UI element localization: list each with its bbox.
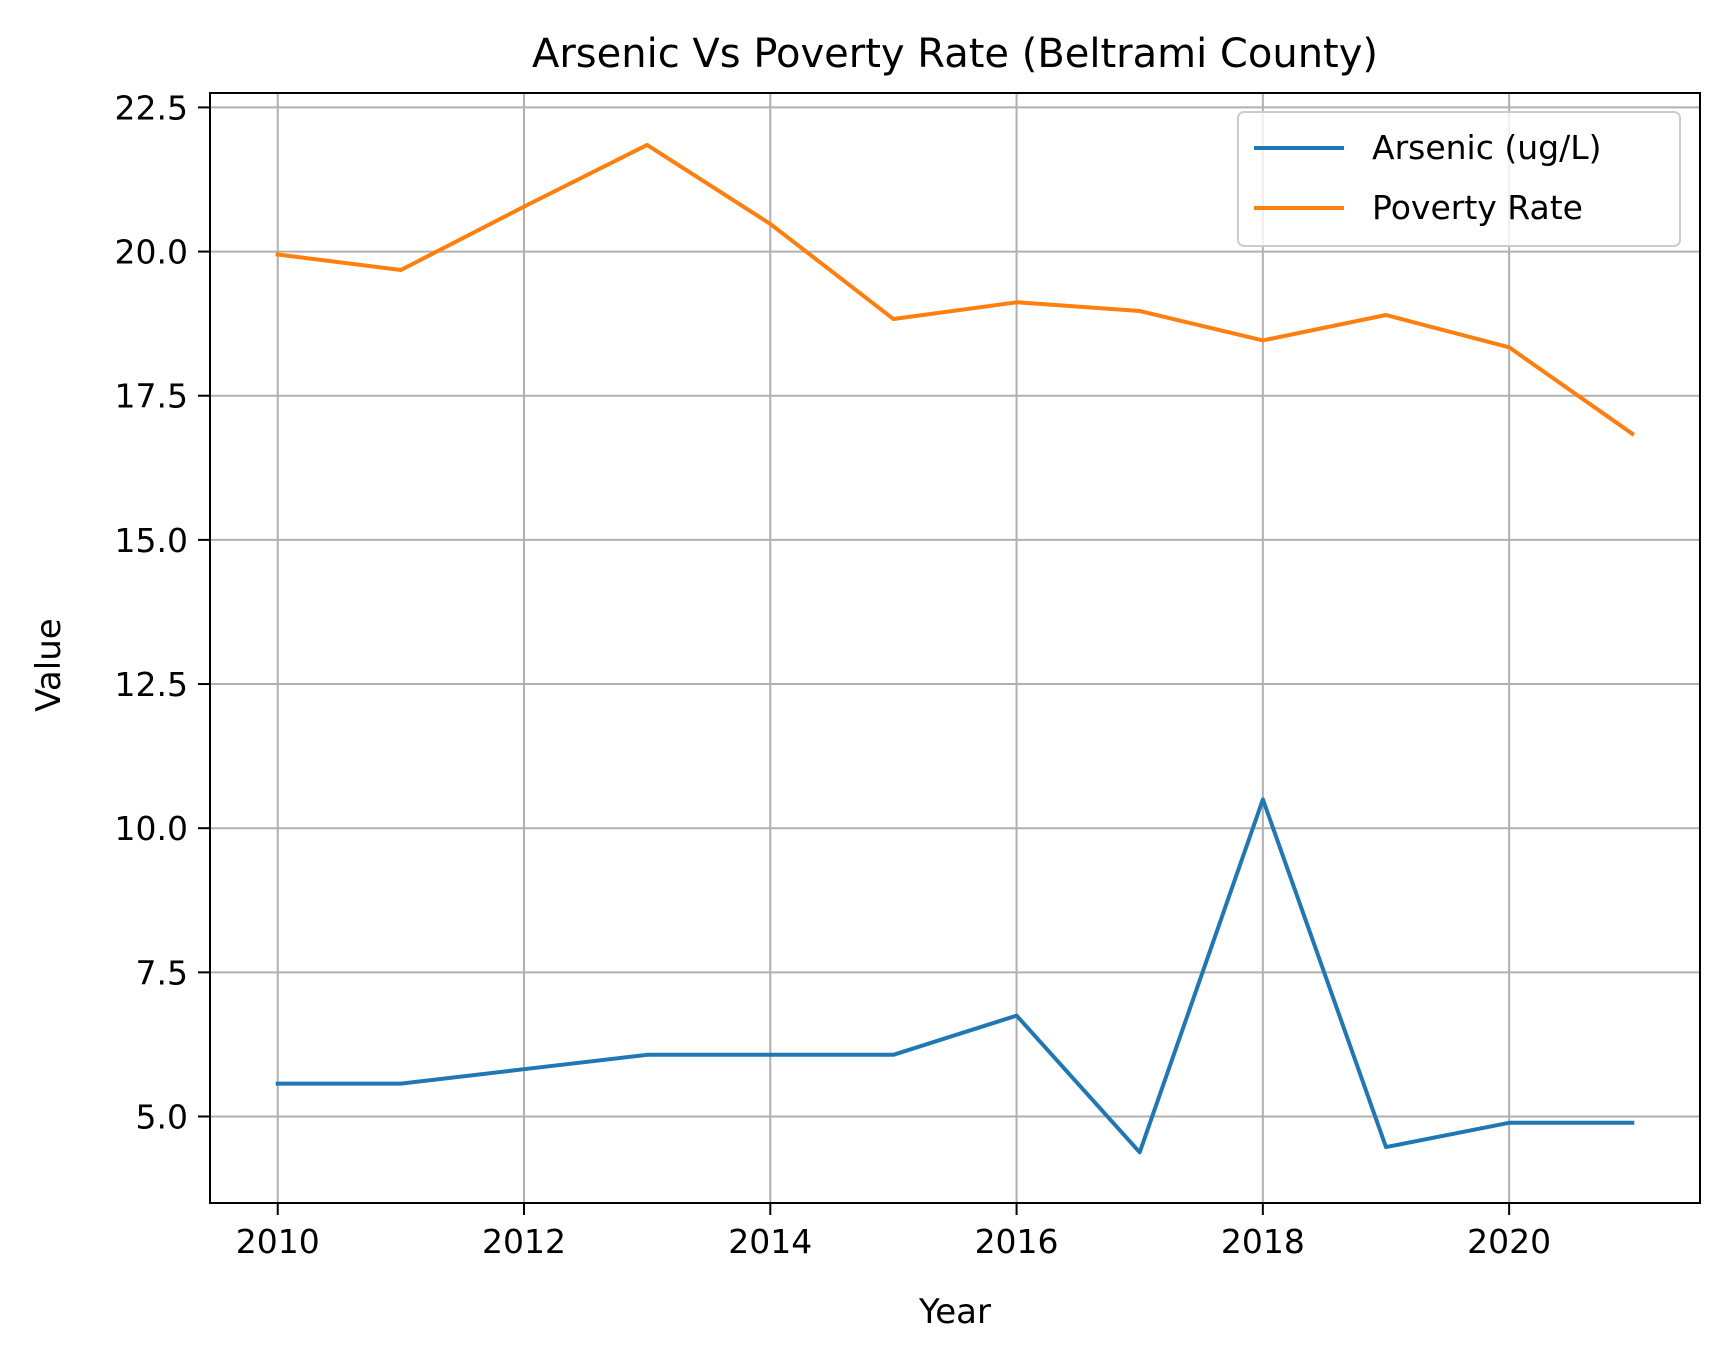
x-tick-label: 2016 — [975, 1222, 1059, 1261]
legend-box — [1237, 111, 1681, 247]
x-tick-label: 2020 — [1467, 1222, 1551, 1261]
y-tick-label: 22.5 — [115, 88, 188, 127]
y-tick-label: 17.5 — [115, 377, 188, 416]
legend-label-arsenic: Arsenic (ug/L) — [1372, 128, 1601, 167]
y-tick-label: 12.5 — [115, 665, 188, 704]
chart-title: Arsenic Vs Poverty Rate (Beltrami County… — [532, 31, 1378, 77]
series-line-poverty-rate — [275, 142, 1636, 437]
grid — [210, 93, 1700, 1203]
x-tick-label: 2010 — [236, 1222, 320, 1261]
legend: Arsenic (ug/L) Poverty Rate — [1237, 111, 1681, 247]
y-tick-label: 7.5 — [136, 953, 188, 992]
x-tick-label: 2018 — [1221, 1222, 1305, 1261]
y-axis-label: Value — [29, 618, 69, 711]
y-tick-label: 10.0 — [115, 809, 188, 848]
y-tick-label: 15.0 — [115, 521, 188, 560]
series-line-arsenic-ug-l — [275, 797, 1635, 1155]
legend-label-poverty-rate: Poverty Rate — [1372, 188, 1583, 227]
y-axis: 5.0 7.5 10.0 12.5 15.0 17.5 20.0 22.5 — [115, 88, 210, 1137]
plot-frame — [209, 92, 1701, 1204]
x-axis: 2010 2012 2014 2016 2018 2020 — [236, 1203, 1551, 1261]
series-lines — [275, 142, 1636, 1155]
x-tick-label: 2012 — [482, 1222, 566, 1261]
y-tick-label: 5.0 — [136, 1098, 188, 1137]
x-tick-label: 2014 — [728, 1222, 812, 1261]
y-tick-label: 20.0 — [115, 233, 188, 272]
x-axis-label: Year — [918, 1292, 991, 1332]
